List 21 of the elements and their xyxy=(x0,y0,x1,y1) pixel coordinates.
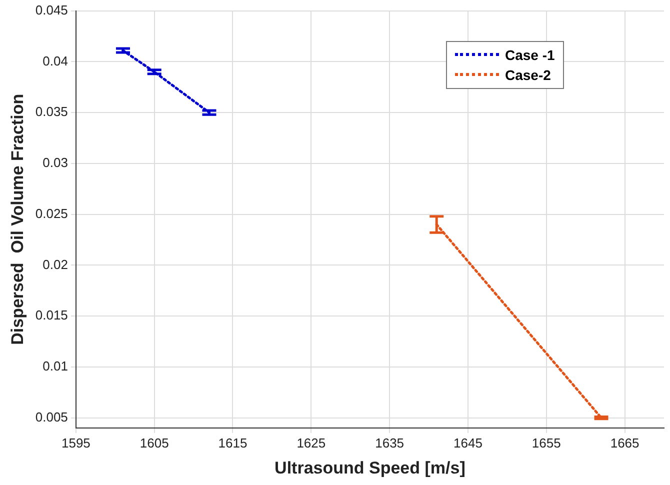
legend-label: Case-2 xyxy=(505,66,551,83)
y-tick-label: 0.04 xyxy=(42,53,68,68)
y-tick-label: 0.02 xyxy=(42,256,68,272)
x-tick-label: 1595 xyxy=(61,435,90,450)
y-tick-label: 0.005 xyxy=(35,409,68,424)
x-axis-title: Ultrasound Speed [m/s] xyxy=(274,458,466,478)
y-tick-label: 0.025 xyxy=(35,206,68,221)
y-tick-label: 0.01 xyxy=(42,358,68,374)
x-tick-label: 1615 xyxy=(218,435,248,450)
x-tick-label: 1625 xyxy=(296,435,326,450)
x-tick-label: 1635 xyxy=(375,435,404,450)
x-tick-label: 1645 xyxy=(454,435,482,450)
x-tick-label: 1655 xyxy=(532,435,561,450)
y-tick-label: 0.015 xyxy=(35,308,68,323)
y-tick-label: 0.03 xyxy=(42,155,68,170)
x-tick-label: 1665 xyxy=(610,435,640,450)
y-tick-label: 0.035 xyxy=(35,104,68,120)
x-tick-label: 1605 xyxy=(140,435,169,450)
y-tick-label: 0.045 xyxy=(35,2,68,18)
legend-label: Case -1 xyxy=(505,46,555,63)
y-axis-title: Dispersed Oil Volume Fraction xyxy=(8,94,27,345)
